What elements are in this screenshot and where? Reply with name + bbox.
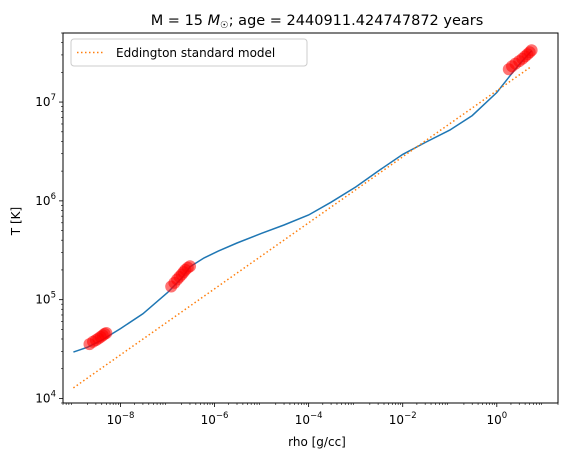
chart-title-symbol-sub: ☉ <box>220 20 229 31</box>
y-tick-label: 105 <box>35 291 56 307</box>
x-tick-label: 10−8 <box>107 411 135 427</box>
series-layer <box>72 44 538 389</box>
plot-frame <box>62 32 559 404</box>
highlight-point <box>525 44 538 57</box>
x-tick-label: 10−4 <box>295 411 323 427</box>
series-profile-line <box>73 50 533 353</box>
legend-label-eddington: Eddington standard model <box>116 46 275 60</box>
y-tick-label: 107 <box>35 93 56 109</box>
x-tick-label: 100 <box>486 411 507 427</box>
chart-title-prefix: M = 15 <box>151 13 208 29</box>
series-eddington-line <box>72 65 533 389</box>
axes-layer: 10−8 10−6 10−4 10−2 100 104 105 106 107 <box>35 32 559 427</box>
chart-title-symbol: M <box>208 13 221 29</box>
x-axis-label: rho [g/cc] <box>288 435 346 449</box>
highlight-point <box>100 327 113 339</box>
x-tick-label: 10−6 <box>201 411 229 427</box>
y-axis-label: T [K] <box>9 207 23 236</box>
legend: Eddington standard model <box>70 38 308 67</box>
chart-title-suffix: ; age = 2440911.424747872 years <box>229 13 484 29</box>
legend-box <box>70 38 308 67</box>
highlight-point <box>184 260 196 273</box>
x-tick-label: 10−2 <box>389 411 417 427</box>
y-tick-label: 104 <box>35 389 56 405</box>
chart-title: M = 15 M☉; age = 2440911.424747872 years <box>151 13 484 31</box>
y-tick-label: 106 <box>35 192 56 208</box>
